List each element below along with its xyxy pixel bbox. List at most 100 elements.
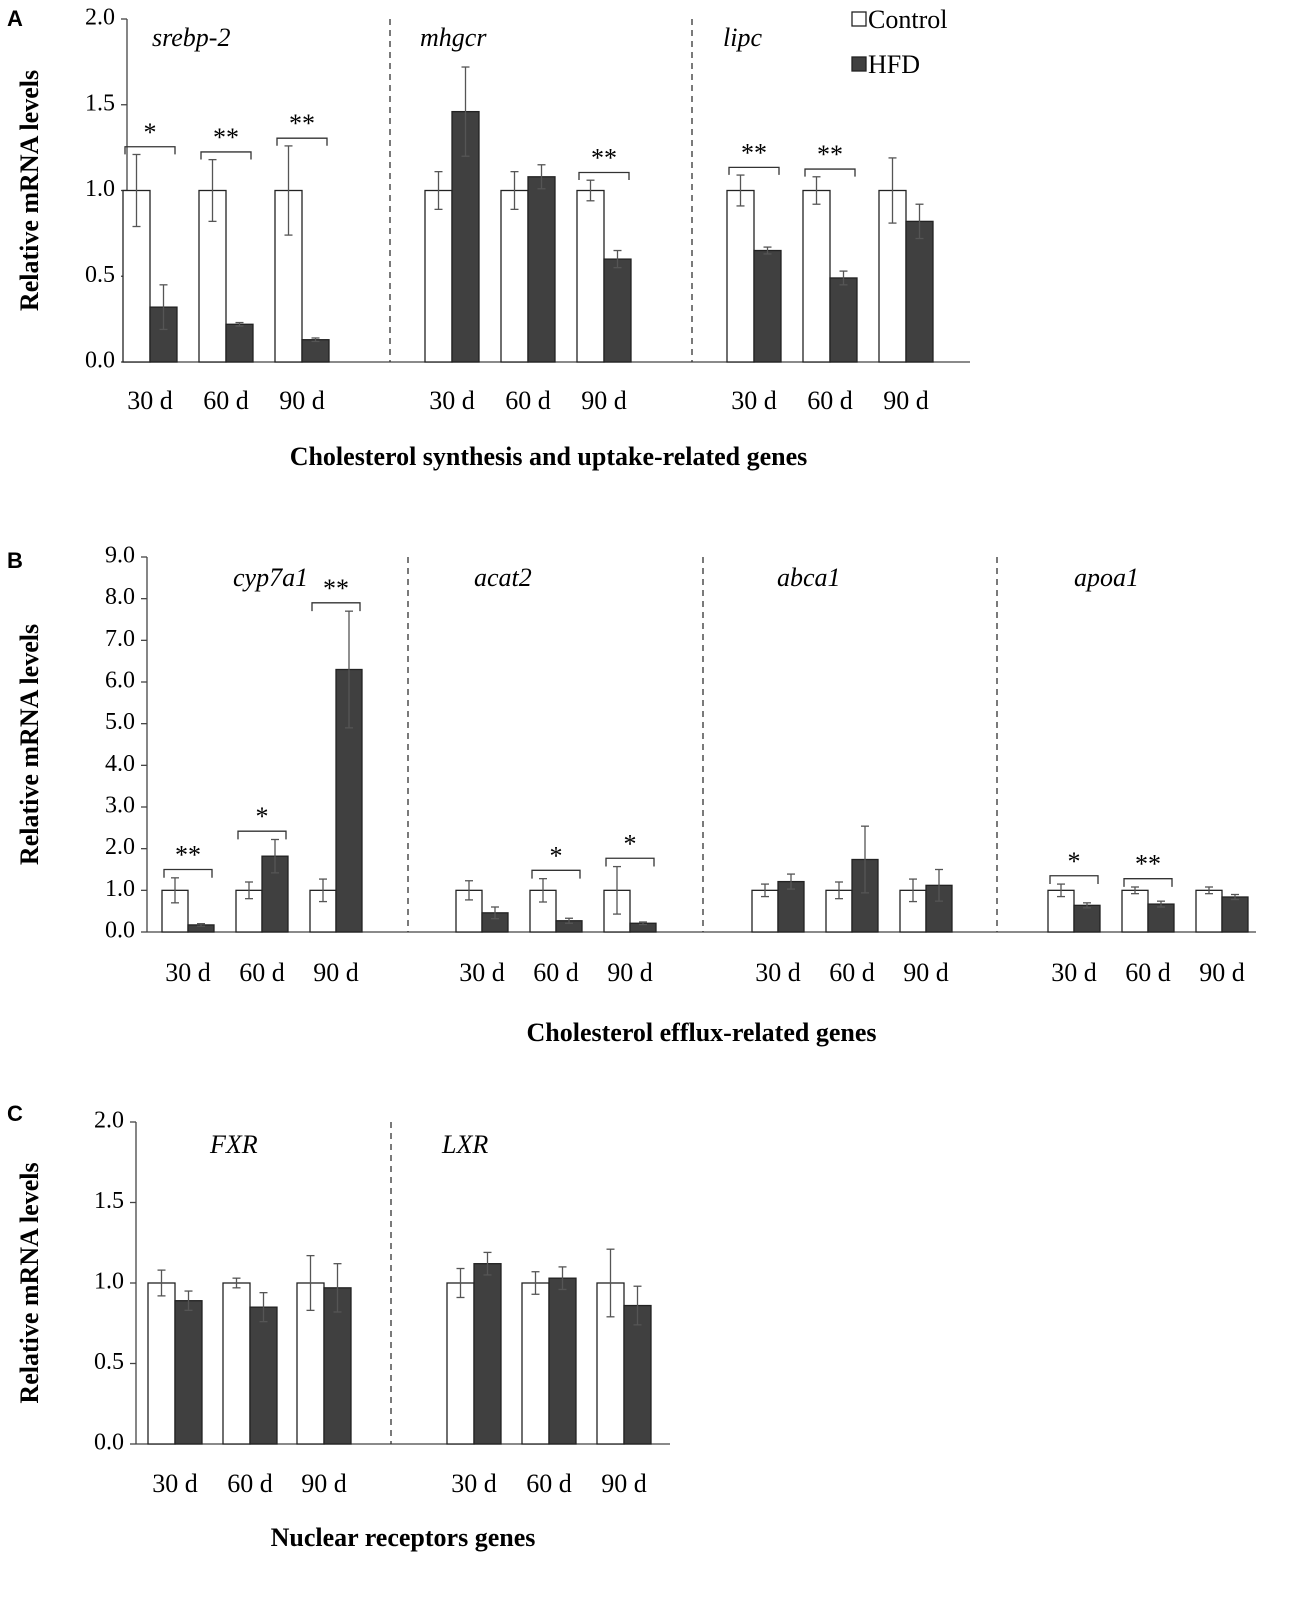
panel-C: C 0.0 0.5 1.0 1.5 2.0 Relative mRNA levels Nucl… (7, 1101, 670, 1552)
gene-label-srebp-2: srebp-2 (152, 23, 230, 52)
y-tick-label: 1.5 (85, 90, 115, 116)
category-label: 90 d (301, 1469, 347, 1498)
significance-marker: ** (817, 140, 843, 169)
error-bar-hfd (491, 906, 499, 920)
y-tick-label: 1.0 (105, 876, 135, 902)
error-bar-control (232, 1277, 241, 1289)
category-label: 30 d (755, 958, 801, 987)
category-label: 60 d (203, 386, 249, 415)
y-tick-label: 8.0 (105, 584, 135, 610)
significance-bracket (605, 857, 655, 867)
error-bar-hfd (537, 164, 546, 190)
y-tick-label: 7.0 (105, 626, 135, 652)
y-tick-label: 1.0 (94, 1269, 124, 1295)
category-label: 90 d (883, 386, 929, 415)
legend: Control HFD (851, 5, 947, 79)
significance-bracket (804, 168, 856, 177)
bar-hfd (174, 1300, 203, 1445)
bar-hfd (623, 1304, 652, 1445)
significance-marker: * (1068, 847, 1081, 876)
significance-marker: * (624, 829, 637, 858)
significance-bracket (124, 146, 176, 155)
significance-marker: * (256, 802, 269, 831)
error-bar-control (1057, 883, 1065, 898)
category-label: 90 d (279, 386, 325, 415)
bar-control (521, 1282, 550, 1445)
category-label: 60 d (505, 386, 551, 415)
category-label: 60 d (239, 958, 285, 987)
legend-label-hfd: HFD (868, 50, 920, 79)
error-bar-hfd (565, 917, 573, 924)
error-bar-hfd (613, 249, 622, 269)
y-tick-label: 5.0 (105, 709, 135, 735)
error-bar-hfd (1083, 902, 1091, 909)
category-label: 90 d (607, 958, 653, 987)
category-label: 30 d (127, 386, 173, 415)
significance-bracket (237, 830, 287, 840)
error-bar-hfd (763, 246, 772, 255)
error-bar-control (319, 878, 327, 903)
error-bar-control (812, 176, 821, 205)
bar-hfd (527, 176, 556, 363)
bar-control (1121, 889, 1149, 933)
error-bar-hfd (1157, 900, 1165, 908)
significance-marker: ** (289, 109, 315, 138)
error-bar-control (1131, 886, 1139, 895)
x-axis-label: Cholesterol efflux-related genes (527, 1018, 877, 1047)
gene-label-lxr: LXR (441, 1130, 488, 1159)
error-bar-hfd (839, 270, 848, 286)
category-label: 30 d (731, 386, 777, 415)
bar-control (500, 189, 529, 363)
y-tick-label: 0.0 (85, 348, 115, 374)
bar-hfd (249, 1306, 278, 1445)
error-bar-control (171, 877, 179, 904)
error-bar-hfd (639, 921, 647, 926)
bar-hfd (1221, 896, 1249, 933)
panel-letter: A (7, 6, 23, 31)
error-bar-control (606, 1248, 615, 1318)
bar-control (424, 189, 453, 363)
bar-hfd (1147, 903, 1175, 933)
error-bar-control (613, 865, 621, 915)
error-bar-control (465, 880, 473, 901)
bar-control (576, 189, 605, 363)
category-label: 30 d (451, 1469, 497, 1498)
gene-label-cyp7a1: cyp7a1 (233, 563, 308, 592)
panel-letter: C (7, 1101, 23, 1126)
gene-label-apoa1: apoa1 (1074, 563, 1139, 592)
y-axis-label: Relative mRNA levels (15, 624, 44, 865)
significance-marker: ** (741, 138, 767, 167)
gene-label-acat2: acat2 (474, 563, 532, 592)
error-bar-hfd (259, 1292, 268, 1323)
bar-control (802, 189, 831, 363)
legend-swatch-hfd (851, 56, 867, 72)
significance-marker: * (550, 841, 563, 870)
significance-bracket (1049, 875, 1099, 884)
error-bar-hfd (345, 610, 353, 729)
category-label: 90 d (903, 958, 949, 987)
error-bar-control (531, 1271, 540, 1295)
error-bar-control (586, 179, 595, 202)
y-tick-label: 3.0 (105, 793, 135, 819)
category-label: 90 d (313, 958, 359, 987)
significance-bracket (276, 137, 328, 146)
significance-marker: * (144, 118, 157, 147)
bar-hfd (603, 258, 632, 363)
category-label: 30 d (165, 958, 211, 987)
panel-A: A 0.0 0.5 1.0 1.5 2.0 Relative mRNA levels Chol… (7, 5, 970, 471)
y-tick-label: 2.0 (94, 1108, 124, 1134)
bar-hfd (473, 1263, 502, 1445)
bar-hfd (301, 339, 330, 363)
category-label: 60 d (227, 1469, 273, 1498)
bar-control (147, 1282, 176, 1445)
gene-label-abca1: abca1 (777, 563, 841, 592)
error-bar-control (284, 145, 293, 236)
significance-bracket (1123, 878, 1173, 887)
panel-letter: B (7, 548, 23, 573)
error-bar-hfd (1231, 893, 1239, 901)
error-bar-hfd (558, 1266, 567, 1291)
y-tick-label: 1.0 (85, 176, 115, 202)
category-label: 30 d (1051, 958, 1097, 987)
error-bar-control (835, 881, 843, 900)
